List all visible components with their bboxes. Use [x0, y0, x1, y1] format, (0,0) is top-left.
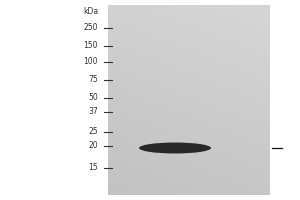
Text: 37: 37 [88, 108, 98, 116]
Text: 150: 150 [83, 42, 98, 50]
Text: 25: 25 [88, 128, 98, 136]
Text: 75: 75 [88, 75, 98, 84]
Ellipse shape [139, 142, 211, 154]
Text: 20: 20 [88, 142, 98, 150]
Text: 15: 15 [88, 164, 98, 172]
Text: 50: 50 [88, 94, 98, 102]
Text: kDa: kDa [83, 7, 98, 17]
Text: 100: 100 [83, 58, 98, 66]
Text: 250: 250 [83, 23, 98, 32]
